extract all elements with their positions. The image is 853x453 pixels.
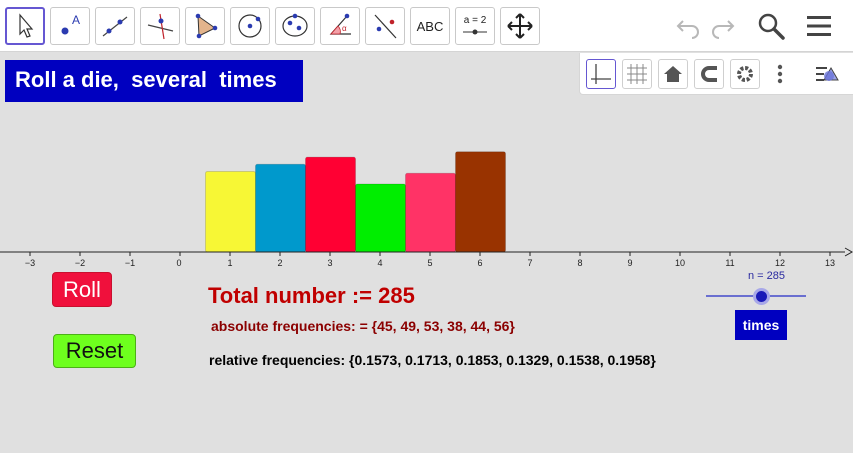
x-tick-label-0: 0 [176,258,181,268]
point-tool-button[interactable]: A [50,7,90,45]
x-tick-label-3: 3 [327,258,332,268]
algebra-view-icon [816,67,839,81]
polygon-icon [195,13,218,39]
conic-tool-button[interactable] [275,7,315,45]
reflect-tool-button[interactable] [365,7,405,45]
hamburger-menu-icon [807,16,831,36]
histogram-bar-5 [405,172,456,253]
settings-button[interactable] [730,59,760,89]
angle-tool-button[interactable]: α [320,7,360,45]
svg-text:α: α [342,24,347,33]
x-tick-label--2: −2 [75,258,85,268]
point-icon: A [61,13,80,35]
toggle-axes-button[interactable] [586,59,616,89]
x-tick-label-13: 13 [825,258,835,268]
histogram-bar-4 [355,183,406,253]
main-menu-button[interactable] [801,8,837,44]
gear-icon [737,66,753,82]
circle-tool-button[interactable] [230,7,270,45]
reflect-icon [374,14,397,39]
times-slider-name: times [735,310,787,340]
more-options-button[interactable] [765,59,795,89]
home-icon [664,66,682,82]
graphics-style-bar [579,53,853,95]
perpendicular-tool-button[interactable] [140,7,180,45]
redo-button[interactable] [705,8,741,44]
magnet-icon [701,66,717,82]
x-axis-arrow [844,247,853,257]
histogram-bar-1 [205,170,256,253]
move-arrows-icon [507,13,533,39]
svg-text:A: A [72,13,80,27]
undo-icon [676,20,699,39]
text-tool-label: ABC [416,18,444,34]
total-number-text: Total number := 285 [208,283,415,308]
slider-tool-label: a = 2 [464,15,487,26]
ellipse-icon [282,13,308,37]
x-tick-label-11: 11 [725,258,734,268]
roll-button[interactable]: Roll [52,272,112,307]
algebra-view-toggle-button[interactable] [812,59,842,89]
slider-tool-button[interactable]: a = 2 [455,7,495,45]
text-tool-button[interactable]: ABC [410,7,450,45]
search-button[interactable] [753,8,789,44]
histogram-bar-3 [305,156,356,253]
toolbar: A α ABC a = 2 [0,0,853,52]
x-tick-label-8: 8 [577,258,582,268]
standard-view-button[interactable] [658,59,688,89]
x-tick-label-5: 5 [427,258,432,268]
grid-icon [627,64,647,84]
circle-icon [238,14,262,38]
slider-value-label: n = 285 [748,270,786,282]
undo-button[interactable] [670,8,706,44]
line-tool-button[interactable] [95,7,135,45]
absolute-frequencies-text: absolute frequencies: = {45, 49, 53, 38,… [211,318,515,334]
x-tick-label-12: 12 [775,258,785,268]
polygon-tool-button[interactable] [185,7,225,45]
x-tick-label--3: −3 [25,258,35,268]
times-slider-knob[interactable] [753,288,770,305]
page-title: Roll a die, several times [5,60,303,102]
x-tick-label-6: 6 [477,258,482,268]
x-tick-label-9: 9 [627,258,632,268]
more-vertical-icon [777,64,783,84]
toggle-grid-button[interactable] [622,59,652,89]
slider-icon: a = 2 [463,15,487,35]
x-tick-label-1: 1 [227,258,232,268]
x-tick-label-4: 4 [377,258,382,268]
histogram-bar-6 [455,151,506,253]
x-tick-label-10: 10 [675,258,685,268]
relative-frequencies-text: relative frequencies: {0.1573, 0.1713, 0… [209,352,656,368]
reset-button[interactable]: Reset [53,334,136,368]
x-tick-label-7: 7 [527,258,532,268]
move-graphics-tool-button[interactable] [500,7,540,45]
move-tool-button[interactable] [5,7,45,45]
perpendicular-line-icon [147,13,174,40]
redo-icon [712,20,735,39]
angle-icon: α [329,13,351,35]
x-tick-label--1: −1 [125,258,135,268]
cursor-arrow-icon [19,13,34,38]
line-icon [102,16,128,37]
histogram-bar-2 [255,163,306,253]
axes-icon [591,64,611,84]
point-capturing-button[interactable] [694,59,724,89]
search-icon [758,13,785,40]
x-tick-label-2: 2 [277,258,282,268]
